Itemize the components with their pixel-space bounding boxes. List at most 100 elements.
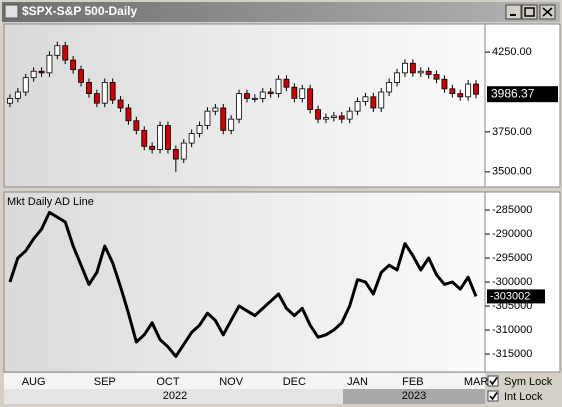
year-band xyxy=(4,389,343,404)
candle-body xyxy=(465,83,472,98)
candle-body xyxy=(117,99,124,109)
y-tick-label: -290000 xyxy=(492,228,532,240)
candle-body xyxy=(330,115,337,118)
candle-body xyxy=(157,125,163,150)
candle-body xyxy=(109,82,116,101)
candle-body xyxy=(370,96,377,109)
candle-body xyxy=(315,109,321,120)
x-tick-label: JAN xyxy=(347,376,368,388)
x-tick-label: MAR xyxy=(464,376,489,388)
candle-body xyxy=(449,88,456,95)
candle-body xyxy=(441,78,448,90)
price-axis xyxy=(484,23,561,188)
y-tick-label: 3500.00 xyxy=(492,166,532,178)
breadth-pane xyxy=(4,192,485,372)
candle-body xyxy=(307,88,314,110)
candle-body xyxy=(180,142,187,160)
price-pane xyxy=(4,24,485,187)
window-buttons xyxy=(505,4,556,20)
x-axis xyxy=(4,373,485,389)
y-tick-label: -315000 xyxy=(492,348,532,360)
candle-body xyxy=(244,93,250,99)
candle-body xyxy=(93,93,100,104)
candle-body xyxy=(473,83,479,95)
candle-body xyxy=(275,78,282,95)
candle-body xyxy=(204,110,211,126)
candle-body xyxy=(220,107,227,131)
y-tick-label: 4250.00 xyxy=(492,46,532,58)
candle-body xyxy=(141,129,148,147)
candle-body xyxy=(251,97,258,100)
candle-body xyxy=(323,117,329,120)
window-icon[interactable] xyxy=(4,4,19,19)
candle-body xyxy=(62,45,69,61)
y-tick-label: -300000 xyxy=(492,276,532,288)
candle-body xyxy=(86,82,92,95)
candle-body xyxy=(378,91,385,109)
title-bar xyxy=(2,2,560,22)
candle-body xyxy=(354,101,361,112)
breadth-axis xyxy=(484,191,561,373)
candle-body xyxy=(228,118,235,131)
candle-body xyxy=(433,74,440,80)
option-label: Int Lock xyxy=(504,391,543,403)
last-value-label: -303002 xyxy=(490,290,530,302)
year-label: 2023 xyxy=(402,390,426,402)
last-value-label: 3986.37 xyxy=(491,86,535,100)
candle-body xyxy=(149,145,156,150)
candle-body xyxy=(291,86,298,99)
candle-body xyxy=(402,62,408,74)
x-tick-label: FEB xyxy=(402,376,423,388)
candle-body xyxy=(236,93,242,120)
candle-body xyxy=(212,107,219,112)
candle-body xyxy=(267,91,274,95)
y-tick-label: -285000 xyxy=(492,204,532,216)
last-value-box xyxy=(487,289,545,304)
candle-body xyxy=(346,110,353,120)
candle-body xyxy=(259,91,266,99)
ad-line xyxy=(8,210,478,358)
candle-body xyxy=(46,54,53,74)
candle-body xyxy=(70,59,77,71)
x-tick-label: DEC xyxy=(283,376,306,388)
candle-body xyxy=(283,78,290,88)
candle-body xyxy=(78,69,84,83)
year-band xyxy=(343,389,485,404)
candle-body xyxy=(30,70,37,79)
candle-body xyxy=(457,93,464,98)
candle-body xyxy=(133,120,140,131)
y-tick-label: -310000 xyxy=(492,324,532,336)
candle-body xyxy=(338,115,345,120)
candle-body xyxy=(125,107,132,122)
candle-body xyxy=(172,149,179,160)
candle-body xyxy=(14,91,21,99)
y-tick-label: 3750.00 xyxy=(492,126,532,138)
candle-body xyxy=(196,125,203,134)
option-sym-lock[interactable]: Sym Lock xyxy=(487,375,553,388)
candle-body xyxy=(425,70,432,75)
candle-body xyxy=(165,125,171,150)
candle-body xyxy=(38,70,45,74)
candle-body xyxy=(7,97,13,104)
candle-body xyxy=(386,82,393,93)
option-int-lock[interactable]: Int Lock xyxy=(487,390,543,403)
candle-body xyxy=(188,133,195,144)
pane-title: Mkt Daily AD Line xyxy=(7,196,94,208)
candle-body xyxy=(394,72,400,83)
x-tick-label: SEP xyxy=(94,376,116,388)
x-tick-label: AUG xyxy=(22,376,46,388)
minimize-button[interactable] xyxy=(505,4,522,20)
year-label: 2022 xyxy=(163,390,187,402)
window-title: $SPX-S&P 500-Daily xyxy=(22,4,137,18)
y-tick-label: -295000 xyxy=(492,252,532,264)
candle-body xyxy=(409,62,416,74)
candle-body xyxy=(101,82,108,104)
x-tick-label: NOV xyxy=(219,376,244,388)
candle-body xyxy=(299,88,306,99)
candle-body xyxy=(22,77,29,93)
candle-body xyxy=(362,96,369,102)
candle-body xyxy=(417,70,424,74)
x-tick-label: OCT xyxy=(156,376,180,388)
option-label: Sym Lock xyxy=(504,376,553,388)
